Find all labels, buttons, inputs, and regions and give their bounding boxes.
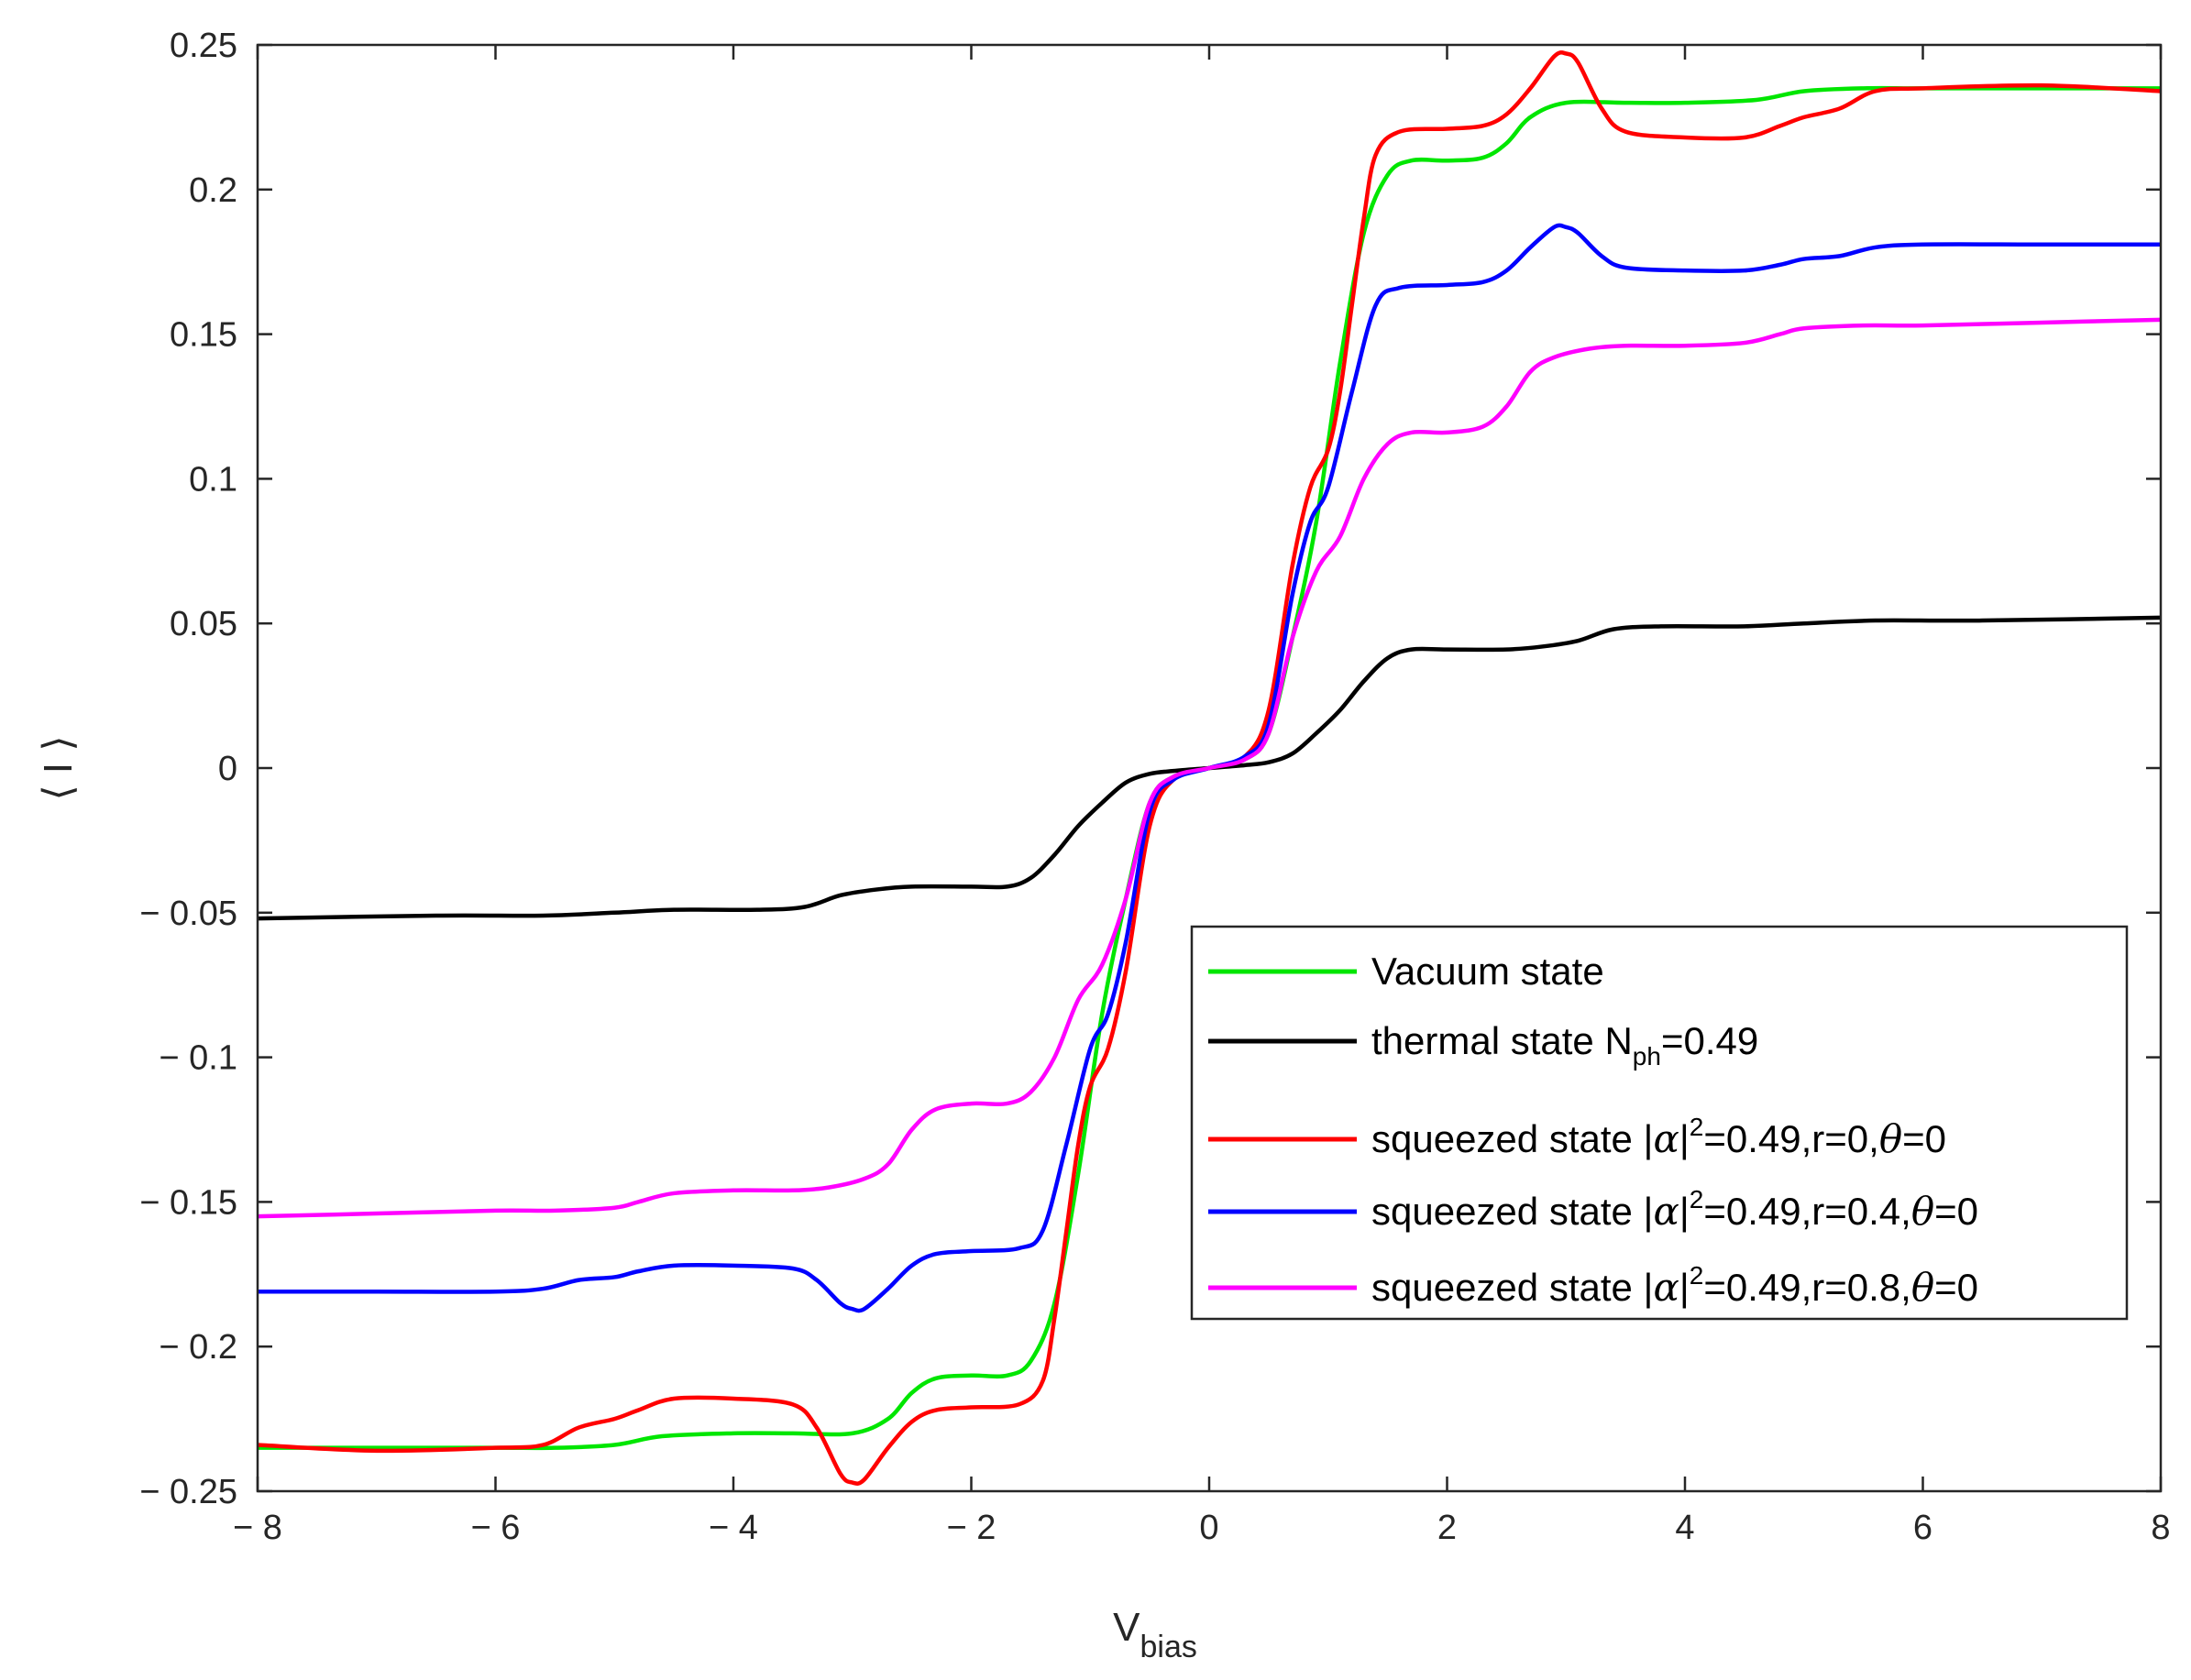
y-axis-title: ⟨ I ⟩ bbox=[36, 735, 81, 800]
series-line-5 bbox=[258, 317, 2161, 1219]
legend-label-4: squeezed state |α|2=0.49,r=0.4,θ=0 bbox=[1371, 1185, 1978, 1234]
legend-box bbox=[1190, 925, 2129, 1321]
tick-label-layer: − 8 − 6 − 4 − 2 0 2 4 6 8 − 0.25 − 0.2 − 0.15 − 0.1 −… bbox=[139, 27, 2170, 1547]
x-tick-label: 6 bbox=[1913, 1509, 1932, 1547]
y-tick-label: 0.2 bbox=[189, 171, 237, 210]
y-tick-label: − 0.25 bbox=[139, 1473, 237, 1511]
y-tick-label: − 0.1 bbox=[159, 1039, 237, 1078]
x-tick-label: 2 bbox=[1437, 1509, 1457, 1547]
y-tick-label: 0.25 bbox=[170, 27, 237, 65]
x-tick-label: − 6 bbox=[471, 1509, 521, 1547]
series-layer bbox=[258, 50, 2161, 1486]
y-tick-label: − 0.15 bbox=[139, 1183, 237, 1222]
x-tick-label: − 2 bbox=[947, 1509, 996, 1547]
y-tick-label: 0.05 bbox=[170, 605, 237, 643]
legend: Vacuum state thermal state Nph=0.49 squeez… bbox=[1190, 925, 2129, 1321]
legend-label-3: squeezed state |α|2=0.49,r=0,θ=0 bbox=[1371, 1113, 1946, 1161]
x-tick-label: 0 bbox=[1199, 1509, 1218, 1547]
x-axis-title-sub: bias bbox=[1140, 1630, 1196, 1664]
x-axis-title-main: V bbox=[1113, 1605, 1140, 1650]
legend-entries: Vacuum state thermal state Nph=0.49 squeez… bbox=[1208, 950, 1978, 1310]
x-axis-title: Vbias bbox=[1113, 1605, 1197, 1664]
x-tick-label: 4 bbox=[1675, 1509, 1694, 1547]
x-tick-label: 8 bbox=[2151, 1509, 2170, 1547]
x-tick-label: − 8 bbox=[233, 1509, 282, 1547]
legend-label-1: Vacuum state bbox=[1371, 950, 1604, 993]
y-tick-label: − 0.2 bbox=[159, 1328, 237, 1367]
y-tick-label: 0 bbox=[218, 750, 237, 788]
legend-label-5: squeezed state |α|2=0.49,r=0.8,θ=0 bbox=[1371, 1261, 1978, 1310]
x-tick-label: − 4 bbox=[709, 1509, 758, 1547]
legend-label-2: thermal state Nph=0.49 bbox=[1371, 1019, 1758, 1071]
plot-area bbox=[258, 50, 2161, 1486]
y-tick-label: 0.15 bbox=[170, 316, 237, 355]
tick-layer bbox=[256, 43, 2163, 1493]
y-tick-label: − 0.05 bbox=[139, 895, 237, 933]
y-tick-label: 0.1 bbox=[189, 460, 237, 499]
